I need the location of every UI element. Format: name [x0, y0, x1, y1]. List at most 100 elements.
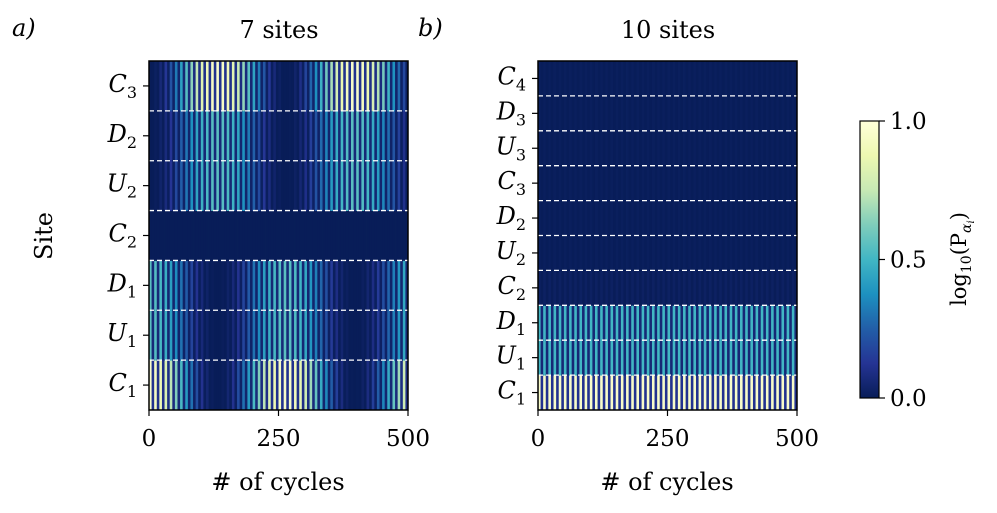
heatmap-cell [773, 375, 777, 411]
heatmap-cell [644, 95, 648, 132]
heatmap-cell [275, 310, 279, 361]
heatmap-cell [169, 160, 173, 211]
heatmap-cell [776, 375, 780, 411]
heatmap-cell [574, 235, 578, 271]
heatmap-cell [395, 260, 399, 311]
heatmap-cell [283, 61, 287, 112]
heatmap-cell [281, 110, 285, 162]
heatmap-cell [752, 340, 756, 376]
heatmap-cell [208, 61, 212, 112]
heatmap-cell [376, 110, 380, 162]
heatmap-cell [229, 360, 233, 411]
heatmap-cell [685, 61, 689, 97]
heatmap-cell [221, 260, 225, 311]
heatmap-cell [765, 165, 769, 201]
heatmap-cell [216, 310, 220, 361]
heatmap-cell [257, 360, 261, 411]
heatmap-cell [288, 360, 292, 411]
heatmap-cell [314, 260, 318, 311]
heatmap-cell [672, 375, 676, 411]
heatmap-cell [688, 340, 692, 376]
heatmap-cell [589, 200, 593, 236]
heatmap-cell [566, 375, 570, 411]
heatmap-cell [213, 260, 217, 311]
heatmap-cell [193, 360, 197, 411]
heatmap-cell [571, 165, 575, 201]
heatmap-cell [615, 270, 619, 306]
heatmap-cell [208, 310, 212, 361]
heatmap-cell [319, 61, 323, 112]
heatmap-cell [760, 95, 764, 132]
heatmap-cell [649, 270, 653, 306]
heatmap-cell [561, 130, 565, 167]
heatmap-cell [384, 160, 388, 211]
heatmap-cell [618, 340, 622, 376]
heatmap-cell [605, 235, 609, 271]
heatmap-cell [151, 260, 155, 311]
heatmap-cell [281, 310, 285, 361]
heatmap-cell [680, 340, 684, 376]
heatmap-cell [561, 305, 565, 341]
heatmap-cell [626, 61, 630, 97]
heatmap-cell [371, 160, 375, 211]
heatmap-cell [387, 360, 391, 411]
heatmap-cell [185, 210, 189, 261]
heatmap-cell [778, 375, 782, 411]
heatmap-cell [332, 310, 336, 361]
heatmap-cell [392, 160, 396, 211]
heatmap-cell [685, 270, 689, 306]
heatmap-cell [708, 95, 712, 132]
heatmap-cell [270, 310, 274, 361]
heatmap-cell [558, 130, 562, 167]
heatmap-cell [589, 95, 593, 132]
heatmap-cell [615, 200, 619, 236]
heatmap-cell [306, 110, 310, 162]
heatmap-cell [724, 165, 728, 201]
heatmap-cell [576, 270, 580, 306]
heatmap-cell [190, 310, 194, 361]
heatmap-cell [690, 235, 694, 271]
heatmap-cell [773, 130, 777, 167]
heatmap-cell [237, 210, 241, 261]
colorbar-label-close: ) [947, 212, 971, 220]
heatmap-cell [400, 160, 404, 211]
heatmap-cell [747, 200, 751, 236]
heatmap-cell [750, 200, 754, 236]
heatmap-cell [721, 165, 725, 201]
heatmap-cell [664, 165, 668, 201]
heatmap-cell [740, 305, 744, 341]
heatmap-cell [758, 200, 762, 236]
heatmap-cell [211, 110, 215, 162]
heatmap-cell [639, 95, 642, 132]
heatmap-cell [742, 200, 746, 236]
heatmap-cell [558, 375, 562, 411]
heatmap-cell [174, 260, 178, 311]
heatmap-cell [711, 270, 715, 306]
heatmap-cell [563, 95, 567, 132]
heatmap-cell [737, 235, 741, 271]
heatmap-cell [778, 165, 782, 201]
heatmap-cell [379, 310, 383, 361]
heatmap-cell [659, 95, 663, 132]
heatmap-cell [379, 210, 383, 261]
heatmap-cell [548, 200, 552, 236]
heatmap-cell [384, 61, 388, 112]
heatmap-cell [607, 200, 611, 236]
heatmap-cell [675, 95, 679, 132]
heatmap-cell [296, 110, 300, 162]
heatmap-cell [784, 200, 788, 236]
heatmap-cell [794, 270, 798, 306]
heatmap-cell [706, 200, 710, 236]
heatmap-cell [335, 110, 339, 162]
heatmap-cell [747, 95, 751, 132]
heatmap-cell [309, 61, 313, 112]
colorbar-label-alpha: α [959, 223, 975, 233]
heatmap-cell [363, 310, 367, 361]
heatmap-cell [631, 130, 635, 167]
heatmap-cell [680, 200, 684, 236]
heatmap-cell [693, 165, 697, 201]
heatmap-cell [540, 61, 544, 97]
heatmap-cell [695, 200, 699, 236]
heatmap-cell [760, 165, 764, 201]
heatmap-cell [641, 165, 645, 201]
